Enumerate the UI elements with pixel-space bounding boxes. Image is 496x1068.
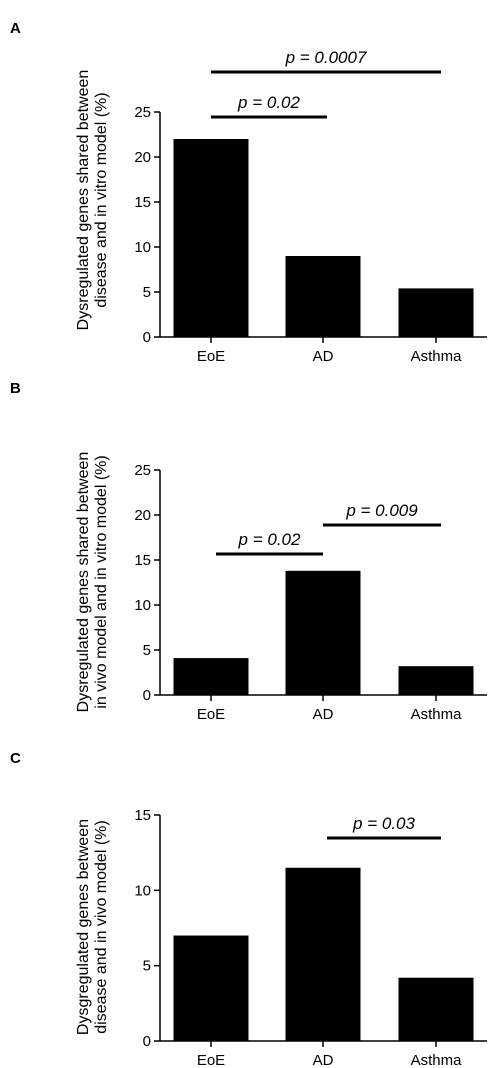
panel-c-ylabel-line-2: disease and in vivo model (%) [93, 820, 110, 1033]
panel-a-ylabel-line-2: disease and in vitro model (%) [93, 92, 110, 307]
panel-a-y-tick-label: 25 [134, 104, 151, 121]
panel-a-y-tick-label: 20 [134, 149, 151, 166]
panel-c-plot: 0 5 10 15 EoE AD Asthma p = 0.03 [134, 807, 487, 1068]
panel-b-category-label-eoe: EoE [197, 706, 225, 723]
panel-b-y-tick-label: 0 [143, 687, 151, 704]
panel-b: B Dysregulated genes shared between in v… [10, 380, 487, 723]
panel-a-category-label-ad: AD [313, 348, 334, 365]
panel-c: C Dysgregulated genes between disease an… [10, 750, 487, 1068]
panel-a-category-label-asthma: Asthma [411, 348, 463, 365]
panel-a: A Dysregulated genes shared between dise… [10, 20, 487, 365]
panel-c-category-label-asthma: Asthma [411, 1052, 463, 1068]
panel-a-bar-eoe [173, 139, 249, 337]
panel-b-p-value-label: p = 0.009 [345, 501, 418, 520]
panel-c-y-tick-label: 0 [143, 1033, 151, 1050]
panel-b-y-tick-label: 20 [134, 507, 151, 524]
panel-c-ylabel-line-1: Dysgregulated genes between [75, 819, 92, 1035]
panel-a-bar-ad [285, 256, 361, 337]
panel-a-y-tick-label: 15 [134, 194, 151, 211]
panel-c-y-tick-label: 15 [134, 807, 151, 824]
panel-c-category-label-eoe: EoE [197, 1052, 225, 1068]
panel-letter-a: A [10, 20, 21, 37]
panel-b-category-label-ad: AD [313, 706, 334, 723]
panel-c-p-value-label: p = 0.03 [352, 814, 415, 833]
panel-letter-c: C [10, 750, 21, 767]
panel-a-plot: 0 5 10 15 20 25 EoE AD Asthma p = 0.02 p = 0.0007 [134, 48, 487, 365]
panel-a-ylabel-line-1: Dysregulated genes shared between [75, 70, 92, 331]
panel-c-category-label-ad: AD [313, 1052, 334, 1068]
panel-a-category-label-eoe: EoE [197, 348, 225, 365]
panel-a-p-value-label: p = 0.0007 [285, 48, 367, 67]
panel-b-bar-asthma [398, 666, 474, 695]
panel-b-bar-eoe [173, 658, 249, 695]
panel-a-y-tick-label: 5 [143, 284, 151, 301]
panel-b-ylabel-line-2: in vivo model and in vitro model (%) [93, 455, 110, 708]
panel-b-category-label-asthma: Asthma [411, 706, 463, 723]
panel-c-bar-ad [285, 867, 361, 1041]
panel-b-ylabel-line-1: Dysregulated genes shared between [75, 452, 92, 713]
panel-b-ylabel: Dysregulated genes shared between in viv… [75, 452, 110, 713]
panel-b-y-tick-label: 15 [134, 552, 151, 569]
panel-b-y-tick-label: 5 [143, 642, 151, 659]
panel-c-bar-asthma [398, 977, 474, 1041]
panel-c-y-tick-label: 5 [143, 958, 151, 975]
panel-b-p-value-label: p = 0.02 [238, 530, 301, 549]
panel-b-y-tick-label: 25 [134, 462, 151, 479]
panel-a-y-tick-label: 10 [134, 239, 151, 256]
panel-c-y-tick-label: 10 [134, 882, 151, 899]
panel-b-plot: 0 5 10 15 20 25 EoE AD Asthma p = 0.02 p = 0.009 [134, 462, 487, 723]
panel-a-y-tick-label: 0 [143, 329, 151, 346]
panel-a-ylabel: Dysregulated genes shared between diseas… [75, 70, 110, 331]
panel-b-bar-ad [285, 570, 361, 695]
panel-b-y-tick-label: 10 [134, 597, 151, 614]
panel-c-bar-eoe [173, 935, 249, 1041]
panel-letter-b: B [10, 380, 21, 397]
panel-a-bar-asthma [398, 288, 474, 337]
panel-a-p-value-label: p = 0.02 [237, 93, 300, 112]
panel-c-ylabel: Dysgregulated genes between disease and … [75, 819, 110, 1035]
